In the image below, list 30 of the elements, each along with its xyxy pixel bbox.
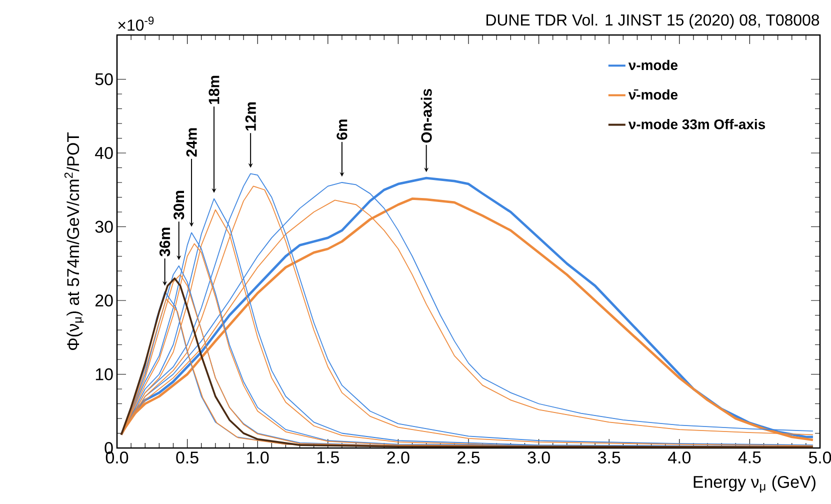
annotation: On-axis [420, 88, 432, 143]
annotation: 12m [245, 102, 256, 130]
legend-label: ν̄-mode [628, 89, 678, 100]
x-tick-label: 2.5 [458, 452, 480, 464]
x-tick-label: 0.0 [106, 452, 128, 464]
annotation: 30m [174, 190, 184, 220]
annotation: 6m [336, 120, 348, 140]
x-tick-label: 1.5 [317, 452, 339, 464]
y-tick-label: 30 [95, 220, 113, 233]
legend-label: ν-mode 33m Off-axis [628, 119, 766, 130]
legend-label: ν-mode [628, 60, 678, 70]
text: DUNE TDR Vol. 1 JINST 15 (2020) 08, T08008 [486, 14, 820, 29]
y-tick-label: 40 [95, 147, 113, 159]
x-tick-label: 3.5 [598, 452, 620, 464]
y-tick-label: 10 [96, 368, 113, 380]
annotation: 18m [208, 76, 220, 104]
x-axis-title: Energy ν$_{μ}$ (GeV) [694, 476, 816, 493]
annotation: 24m [186, 128, 197, 157]
annotation: 36m [160, 228, 170, 256]
x-tick-label: 1.0 [247, 452, 269, 464]
x-tick-label: 0.5 [176, 452, 198, 464]
x-tick-label: 4.0 [668, 452, 691, 464]
x-tick-label: 2.0 [387, 452, 410, 464]
x-tick-label: 4.5 [738, 452, 761, 464]
x-tick-label: 3.0 [528, 452, 550, 464]
text: ×10$^{-9}$ [118, 16, 154, 31]
y-tick-label: 20 [96, 294, 113, 306]
x-tick-label: 5.0 [808, 452, 831, 464]
y-axis-title: Φ(ν$_{μ}$) at 574m/GeV/cm$^{2}$/POT [64, 132, 84, 350]
y-tick-label: 50 [95, 73, 113, 86]
